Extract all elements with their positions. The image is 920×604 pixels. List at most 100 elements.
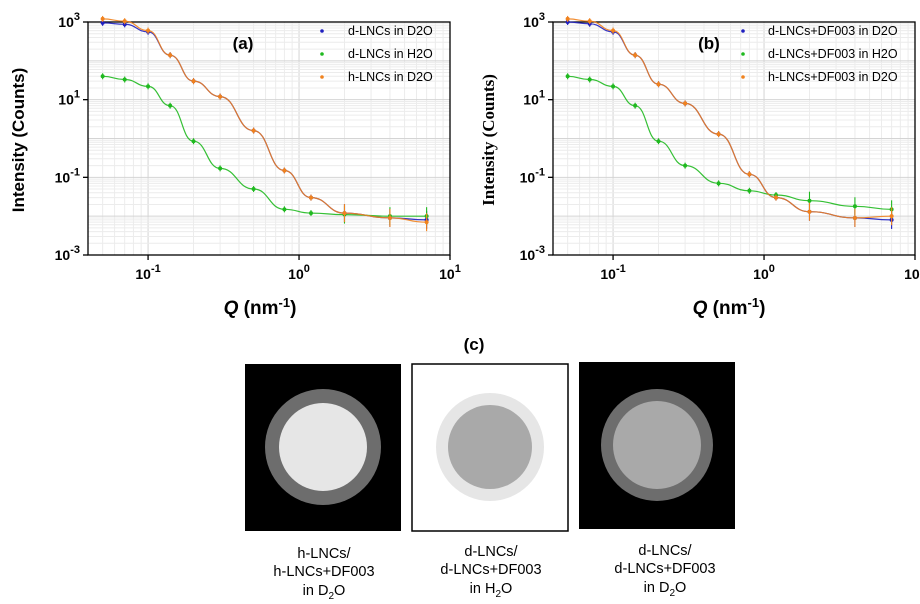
legend-label-a-2: h-LNCs in D2O xyxy=(348,70,433,84)
data-point-b-2-6 xyxy=(717,132,721,136)
x-tick-label-a-0: 10-1 xyxy=(135,263,160,282)
panel-label-c: (c) xyxy=(464,335,485,354)
data-point-b-1-9 xyxy=(807,199,811,203)
data-point-b-1-1 xyxy=(588,78,592,82)
y-tick-label-b-2: 10-1 xyxy=(520,166,545,185)
y-tick-label-a-0: 103 xyxy=(58,11,80,30)
data-point-b-2-4 xyxy=(657,82,661,86)
data-point-b-2-9 xyxy=(807,210,811,214)
particle-schematic-2 xyxy=(412,364,568,531)
caption-2-line1: d-LNCs/ xyxy=(464,544,518,560)
y-tick-exp-b-1: 1 xyxy=(539,89,545,101)
data-point-b-2-2 xyxy=(611,29,615,33)
data-point-a-2-7 xyxy=(282,168,286,172)
y-tick-exp-b-3: -3 xyxy=(535,244,545,256)
data-point-b-1-4 xyxy=(657,139,661,143)
data-point-a-1-1 xyxy=(123,78,127,82)
x-axis-unit-close-a: ) xyxy=(290,298,296,319)
x-tick-base-a-0: 10 xyxy=(135,266,151,282)
y-tick-label-a-1: 101 xyxy=(58,89,80,108)
x-tick-label-a-1: 100 xyxy=(288,263,310,282)
caption-3-line3-pre: in D xyxy=(644,580,670,596)
data-point-b-1-2 xyxy=(611,84,615,88)
caption-2-line2: d-LNCs+DF003 xyxy=(440,562,541,578)
legend-a: d-LNCs in D2O d-LNCs in H2O h-LNCs in D2… xyxy=(320,24,433,84)
particle-schematic-3 xyxy=(579,362,735,529)
caption-3-line3: in D2O xyxy=(644,580,687,599)
particle-schematic-1 xyxy=(245,364,401,531)
y-tick-label-b-0: 103 xyxy=(523,11,545,30)
legend-marker-b-2 xyxy=(741,75,745,79)
data-point-b-1-0 xyxy=(566,74,570,78)
x-tick-exp-a-0: -1 xyxy=(151,263,161,275)
legend-b: d-LNCs+DF003 in D2O d-LNCs+DF003 in H2O … xyxy=(741,24,898,84)
legend-marker-a-1 xyxy=(320,52,324,56)
y-tick-base-b-0: 10 xyxy=(523,14,539,30)
caption-1-line3-post: O xyxy=(334,583,345,599)
data-point-a-1-8 xyxy=(309,211,313,215)
core-2 xyxy=(448,405,532,489)
y-tick-exp-a-1: 1 xyxy=(74,89,80,101)
panel-label-b: (b) xyxy=(698,34,720,53)
data-point-a-1-0 xyxy=(101,74,105,78)
data-point-a-2-2 xyxy=(146,29,150,33)
legend-label-b-1: d-LNCs+DF003 in H2O xyxy=(768,47,898,61)
caption-1-line3-pre: in D xyxy=(303,583,329,599)
x-tick-base-a-1: 10 xyxy=(288,266,304,282)
data-point-a-2-11 xyxy=(425,220,429,224)
y-tick-base-b-1: 10 xyxy=(523,92,539,108)
y-axis-title-b: Intensity (Counts) xyxy=(479,74,498,206)
panel-label-a: (a) xyxy=(233,34,254,53)
caption-1-line1: h-LNCs/ xyxy=(297,546,351,562)
x-tick-exp-b-0: -1 xyxy=(616,263,626,275)
data-point-b-1-10 xyxy=(853,204,857,208)
data-point-a-2-9 xyxy=(342,211,346,215)
x-axis-unit-exp-a: -1 xyxy=(279,295,291,310)
y-tick-exp-b-0: 3 xyxy=(539,11,545,23)
x-tick-label-b-2: 101 xyxy=(904,263,920,282)
data-point-b-1-5 xyxy=(683,164,687,168)
caption-3-line1: d-LNCs/ xyxy=(638,543,692,559)
data-point-a-1-6 xyxy=(252,187,256,191)
caption-2-line3: in H2O xyxy=(470,581,513,599)
caption-3-line2: d-LNCs+DF003 xyxy=(614,561,715,577)
data-point-a-2-1 xyxy=(123,19,127,23)
y-tick-exp-a-0: 3 xyxy=(74,11,80,23)
x-tick-exp-a-2: 1 xyxy=(455,263,461,275)
y-tick-exp-a-2: -1 xyxy=(70,166,80,178)
caption-2: d-LNCs/ d-LNCs+DF003 in H2O xyxy=(440,544,541,599)
legend-marker-a-2 xyxy=(320,75,324,79)
y-tick-base-a-2: 10 xyxy=(55,169,71,185)
caption-1-line2: h-LNCs+DF003 xyxy=(273,564,374,580)
x-tick-base-b-2: 10 xyxy=(904,266,920,282)
x-axis-unit-close-b: ) xyxy=(759,298,765,319)
data-point-b-2-5 xyxy=(683,101,687,105)
y-tick-label-b-1: 101 xyxy=(523,89,545,108)
data-point-b-2-10 xyxy=(853,216,857,220)
x-tick-exp-a-1: 0 xyxy=(304,263,310,275)
y-tick-label-a-2: 10-1 xyxy=(55,166,80,185)
x-tick-base-b-0: 10 xyxy=(600,266,616,282)
data-point-a-2-8 xyxy=(309,196,313,200)
legend-label-b-0: d-LNCs+DF003 in D2O xyxy=(768,24,898,38)
x-axis-symbol-b: Q xyxy=(693,298,708,319)
data-point-b-1-3 xyxy=(633,104,637,108)
data-point-b-2-11 xyxy=(890,214,894,218)
legend-label-a-1: d-LNCs in H2O xyxy=(348,47,433,61)
legend-label-a-0: d-LNCs in D2O xyxy=(348,24,433,38)
legend-marker-a-0 xyxy=(320,29,324,33)
legend-label-b-2: h-LNCs+DF003 in D2O xyxy=(768,70,898,84)
data-point-b-2-1 xyxy=(588,19,592,23)
caption-3-line3-post: O xyxy=(675,580,686,596)
data-point-a-2-10 xyxy=(388,216,392,220)
y-tick-base-a-3: 10 xyxy=(55,247,71,263)
x-tick-base-b-1: 10 xyxy=(753,266,769,282)
x-axis-symbol-a: Q xyxy=(224,298,239,319)
x-tick-exp-b-1: 0 xyxy=(769,263,775,275)
data-point-a-1-3 xyxy=(168,104,172,108)
x-axis-unit-exp-b: -1 xyxy=(748,295,760,310)
core-3 xyxy=(613,401,701,489)
